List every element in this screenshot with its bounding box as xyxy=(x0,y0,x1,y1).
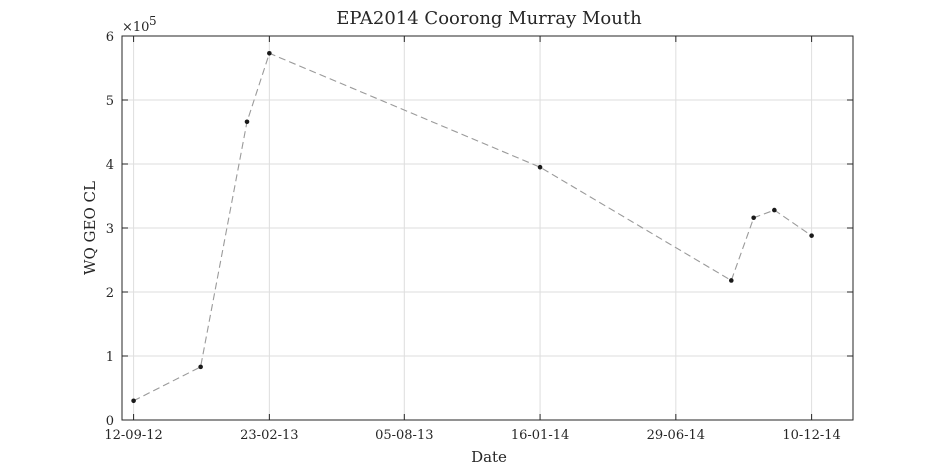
data-point xyxy=(198,364,203,370)
x-tick-label: 23-02-13 xyxy=(240,428,298,443)
y-axis-exponent-value: 5 xyxy=(149,14,157,28)
x-axis-label: Date xyxy=(471,448,507,466)
data-point xyxy=(809,233,814,238)
x-tick-label: 16-01-14 xyxy=(511,428,569,443)
y-tick-label: 3 xyxy=(106,222,114,237)
y-tick-label: 1 xyxy=(106,350,114,365)
y-axis-multiplier: ×10 xyxy=(122,20,149,35)
series-line xyxy=(133,52,812,402)
data-series xyxy=(131,50,814,404)
data-point xyxy=(751,215,756,221)
x-tick-label: 10-12-14 xyxy=(782,428,840,443)
data-point xyxy=(244,119,250,125)
x-tick-label: 12-09-12 xyxy=(104,428,162,443)
data-point xyxy=(267,50,272,56)
y-tick-label: 4 xyxy=(106,158,114,173)
x-tick-label: 05-08-13 xyxy=(375,428,433,443)
y-tick-label: 2 xyxy=(106,286,114,301)
y-tick-label: 0 xyxy=(106,414,114,429)
chart-title: EPA2014 Coorong Murray Mouth xyxy=(336,8,642,29)
x-tick-label: 29-06-14 xyxy=(647,428,705,443)
y-tick-label: 6 xyxy=(106,30,114,45)
data-point xyxy=(131,398,136,404)
data-point xyxy=(772,207,777,213)
data-point xyxy=(537,164,543,170)
data-point xyxy=(729,278,734,283)
axis-ticks: 0 1 2 3 4 5 6 12-09-12 23-02-13 05-08-13 16-01-14 2… xyxy=(104,30,853,443)
y-axis-exponent: ×10 5 xyxy=(122,14,157,35)
grid xyxy=(122,35,853,421)
y-tick-label: 5 xyxy=(106,94,114,109)
y-axis-label: WQ GEO CL xyxy=(81,181,99,275)
